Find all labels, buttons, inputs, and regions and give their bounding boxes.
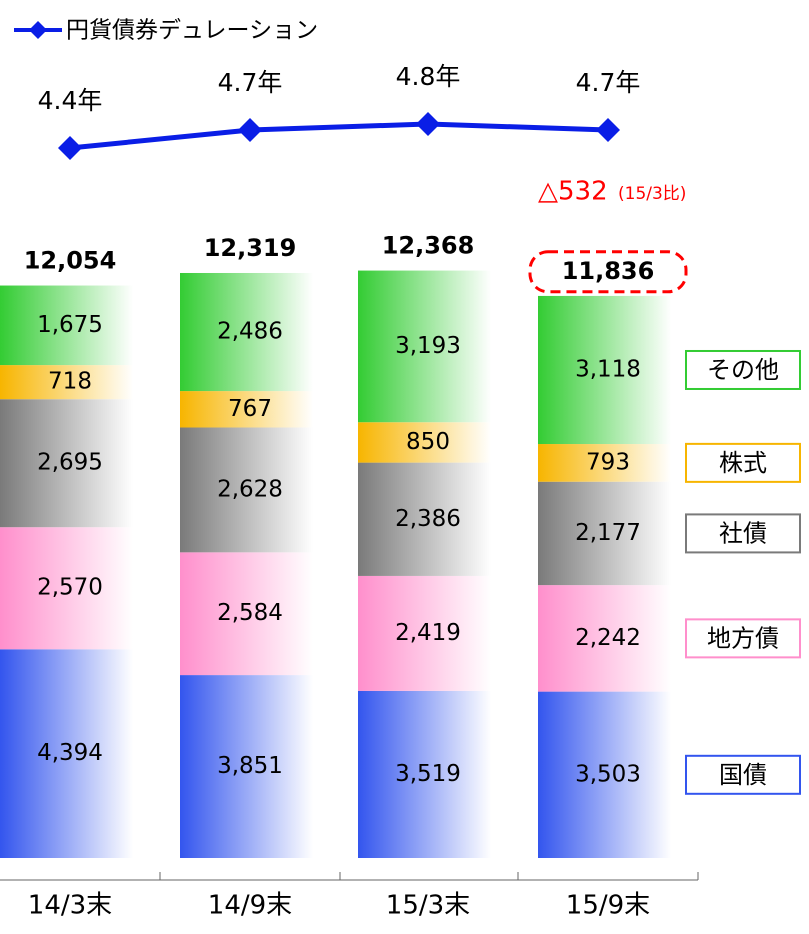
data-label: 2,570 [37, 575, 103, 601]
line-label: 4.7年 [218, 68, 283, 97]
legend-box [685, 349, 801, 390]
legend-box [685, 513, 801, 554]
bar-segment [180, 552, 320, 676]
legend-label: 地方債 [707, 624, 779, 652]
legend-label: その他 [707, 356, 779, 384]
bar-segment [0, 399, 140, 528]
bar-segment [0, 527, 140, 650]
data-label: 2,177 [575, 520, 641, 546]
line-label: 4.4年 [38, 86, 103, 115]
total-label: 11,836 [562, 257, 655, 285]
bar-segment [180, 675, 320, 858]
total-label: 12,054 [24, 246, 117, 274]
bar-segment [538, 444, 678, 482]
data-label: 2,419 [395, 620, 461, 646]
line-label: 4.7年 [576, 68, 641, 97]
bar-segment [538, 691, 678, 858]
data-label: 2,628 [217, 476, 283, 502]
bar-segment [538, 481, 678, 586]
total-label: 12,319 [204, 234, 297, 262]
bar-segment [358, 575, 498, 691]
data-label: 2,584 [217, 600, 283, 626]
x-tick-label: 15/3末 [386, 891, 470, 921]
data-label: 850 [406, 429, 450, 455]
line-marker [596, 118, 620, 142]
line-marker [58, 136, 82, 160]
data-label: 2,486 [217, 319, 283, 345]
legend-label: 国債 [719, 761, 767, 789]
data-label: 2,242 [575, 625, 641, 651]
annotation: △532 [538, 176, 608, 206]
legend-box [685, 442, 801, 483]
bar-segment [538, 295, 678, 445]
legend-box [685, 754, 801, 795]
legend-marker [29, 21, 47, 39]
line-marker [416, 112, 440, 136]
bar-segment [358, 422, 498, 463]
data-label: 3,503 [575, 761, 641, 787]
line [69, 121, 609, 151]
data-label: 767 [228, 396, 272, 422]
data-label: 3,118 [575, 356, 641, 382]
x-tick-label: 14/9末 [208, 891, 292, 921]
bar-segment [538, 585, 678, 692]
data-label: 2,695 [37, 450, 103, 476]
data-label: 3,851 [217, 753, 283, 779]
data-label: 718 [48, 369, 92, 395]
line-marker [238, 118, 262, 142]
line-label: 4.8年 [396, 62, 461, 91]
data-label: 3,193 [395, 333, 461, 359]
legend-box [685, 618, 801, 659]
bar-segment [0, 365, 140, 400]
total-label: 12,368 [382, 232, 475, 260]
data-label: 4,394 [37, 740, 103, 766]
highlight [528, 250, 688, 294]
annotation-note: (15/3比) [618, 184, 686, 204]
bar-segment [0, 285, 140, 366]
legend-label: 社債 [719, 519, 767, 547]
bar-segment [0, 649, 140, 858]
bar-segment [358, 270, 498, 423]
bar-segment [180, 427, 320, 553]
bar-segment [358, 690, 498, 858]
legend-label: 円貨債券デュレーション [66, 18, 318, 44]
x-tick-label: 15/9末 [566, 891, 650, 921]
x-tick-label: 14/3末 [28, 891, 112, 921]
data-label: 793 [586, 449, 630, 475]
legend-label: 株式 [719, 449, 767, 477]
data-label: 3,519 [395, 761, 461, 787]
data-label: 1,675 [37, 312, 103, 338]
bar-segment [180, 272, 320, 392]
bar-segment [358, 462, 498, 576]
bar-segment [180, 391, 320, 428]
data-label: 2,386 [395, 506, 461, 532]
